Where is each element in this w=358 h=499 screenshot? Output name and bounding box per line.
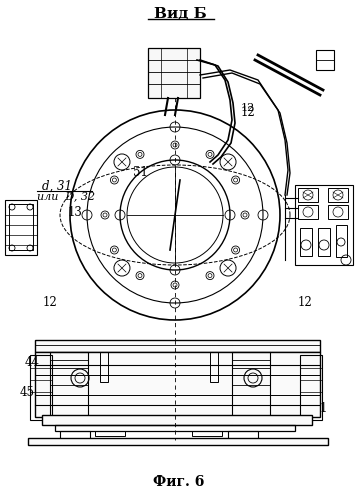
Bar bbox=[148, 48, 200, 98]
Bar bbox=[328, 205, 348, 219]
Text: d, 31: d, 31 bbox=[42, 180, 72, 193]
Bar bbox=[5, 200, 37, 255]
Bar bbox=[298, 188, 318, 202]
Bar bbox=[298, 205, 318, 219]
Bar bbox=[232, 352, 270, 417]
Bar bbox=[55, 425, 295, 431]
Bar bbox=[35, 352, 320, 417]
Text: 45: 45 bbox=[20, 386, 35, 399]
Text: 12: 12 bbox=[297, 295, 313, 308]
Text: 12: 12 bbox=[241, 103, 255, 113]
Bar bbox=[336, 225, 347, 257]
Text: 44: 44 bbox=[25, 356, 40, 369]
Bar bbox=[42, 415, 312, 425]
Bar bbox=[95, 431, 125, 436]
Bar bbox=[295, 185, 353, 265]
Bar bbox=[60, 431, 90, 439]
Text: 1: 1 bbox=[319, 402, 327, 415]
Bar bbox=[228, 431, 258, 439]
Bar bbox=[30, 355, 52, 420]
Bar bbox=[300, 355, 322, 420]
Bar bbox=[316, 50, 334, 70]
Text: 13: 13 bbox=[68, 206, 82, 219]
Text: Вид Б: Вид Б bbox=[154, 7, 206, 21]
Bar bbox=[328, 188, 348, 202]
Bar bbox=[28, 438, 328, 445]
Text: 12: 12 bbox=[43, 295, 57, 308]
Bar bbox=[35, 340, 320, 352]
Bar bbox=[100, 352, 108, 382]
Bar bbox=[192, 431, 222, 436]
Text: 12: 12 bbox=[241, 105, 255, 118]
Text: или  D, 32: или D, 32 bbox=[37, 191, 95, 201]
Bar bbox=[210, 352, 218, 382]
Text: Фиг. 6: Фиг. 6 bbox=[153, 475, 205, 489]
Text: 51: 51 bbox=[132, 166, 147, 179]
Bar bbox=[300, 228, 312, 256]
Bar bbox=[318, 228, 330, 256]
Bar bbox=[50, 352, 88, 417]
Bar bbox=[9, 204, 33, 250]
